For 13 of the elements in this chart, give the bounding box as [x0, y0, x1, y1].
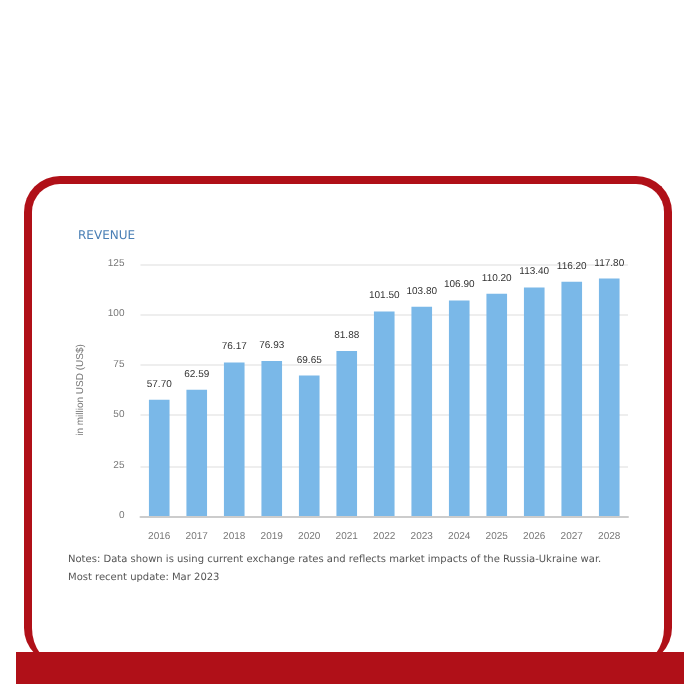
bar: [336, 350, 358, 516]
bar: [373, 311, 395, 516]
bar: [261, 360, 283, 516]
bar: [298, 375, 320, 516]
bar: [448, 300, 470, 516]
bar: [523, 287, 545, 516]
bar: [186, 389, 208, 516]
bar: [411, 306, 433, 516]
bar: [223, 362, 245, 516]
bar: [598, 278, 620, 516]
bar: [486, 293, 508, 516]
bar: [148, 399, 170, 516]
bar: [561, 281, 583, 516]
